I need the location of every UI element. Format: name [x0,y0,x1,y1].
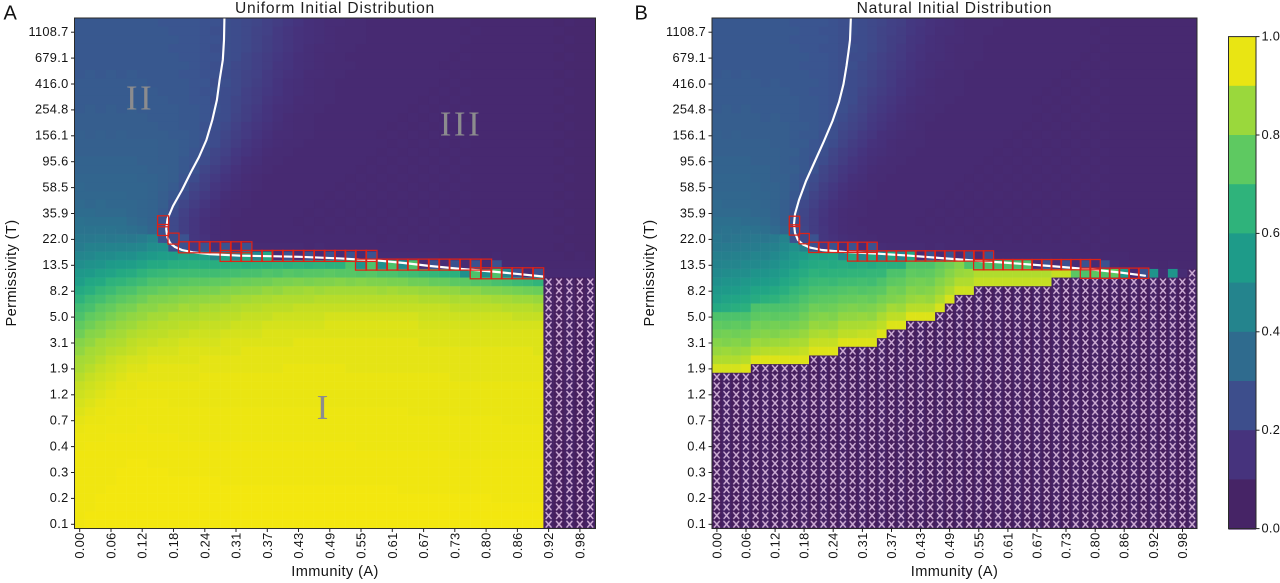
svg-text:0.98: 0.98 [1175,533,1190,559]
svg-text:0.55: 0.55 [971,533,986,559]
svg-text:0.06: 0.06 [739,533,754,559]
svg-text:0.2: 0.2 [1262,422,1280,437]
svg-text:0.43: 0.43 [291,533,306,559]
svg-text:I: I [317,388,329,427]
svg-text:0.61: 0.61 [1000,533,1015,559]
svg-text:0.3: 0.3 [687,464,706,479]
svg-text:0.49: 0.49 [322,533,337,559]
svg-text:0.7: 0.7 [50,413,69,428]
svg-text:58.5: 58.5 [680,179,706,194]
svg-text:0.37: 0.37 [260,533,275,559]
svg-text:0.55: 0.55 [354,533,369,559]
svg-text:254.8: 254.8 [672,102,706,117]
svg-text:0.31: 0.31 [229,533,244,559]
svg-text:0.12: 0.12 [135,533,150,559]
svg-text:0.24: 0.24 [826,533,841,559]
svg-text:Natural Initial Distribution: Natural Initial Distribution [857,0,1053,17]
svg-text:22.0: 22.0 [42,231,68,246]
svg-text:3.1: 3.1 [50,335,69,350]
svg-text:0.6: 0.6 [1262,225,1280,240]
svg-text:0.0: 0.0 [1262,520,1280,535]
svg-text:95.6: 95.6 [42,154,68,169]
svg-text:0.92: 0.92 [1146,533,1161,559]
svg-text:0.00: 0.00 [72,533,87,559]
svg-text:1108.7: 1108.7 [29,24,69,39]
svg-text:0.1: 0.1 [687,516,706,531]
svg-text:0.73: 0.73 [447,533,462,559]
svg-text:0.1: 0.1 [50,516,69,531]
svg-text:0.4: 0.4 [1262,324,1280,339]
svg-text:1.9: 1.9 [687,361,706,376]
svg-text:156.1: 156.1 [672,128,706,143]
svg-text:Permissivity (T): Permissivity (T) [4,220,20,327]
svg-text:0.80: 0.80 [479,533,494,559]
svg-text:416.0: 416.0 [672,76,706,91]
svg-text:1108.7: 1108.7 [666,24,706,39]
svg-text:95.6: 95.6 [680,154,706,169]
svg-text:0.31: 0.31 [855,533,870,559]
svg-text:A: A [4,3,18,25]
svg-text:II: II [126,79,154,118]
svg-text:Uniform Initial Distribution: Uniform Initial Distribution [235,0,435,17]
svg-text:416.0: 416.0 [35,76,69,91]
svg-text:1.2: 1.2 [50,387,69,402]
svg-text:0.98: 0.98 [572,533,587,559]
svg-text:8.2: 8.2 [687,283,706,298]
svg-text:0.67: 0.67 [1030,533,1045,559]
svg-text:0.18: 0.18 [166,533,181,559]
svg-text:254.8: 254.8 [35,102,69,117]
svg-text:Immunity (A): Immunity (A) [291,564,379,580]
svg-text:0.7: 0.7 [687,413,706,428]
svg-text:0.8: 0.8 [1262,127,1280,142]
svg-text:0.43: 0.43 [913,533,928,559]
svg-text:Permissivity (T): Permissivity (T) [642,220,658,327]
svg-text:1.0: 1.0 [1262,28,1280,43]
svg-text:0.4: 0.4 [687,438,706,453]
svg-text:III: III [440,105,482,144]
svg-text:13.5: 13.5 [42,257,68,272]
svg-text:0.61: 0.61 [385,533,400,559]
svg-text:3.1: 3.1 [687,335,706,350]
svg-text:0.3: 0.3 [50,464,69,479]
svg-text:35.9: 35.9 [680,205,706,220]
svg-text:0.12: 0.12 [768,533,783,559]
svg-text:0.73: 0.73 [1059,533,1074,559]
svg-text:58.5: 58.5 [42,179,68,194]
svg-text:0.4: 0.4 [50,438,69,453]
svg-text:22.0: 22.0 [680,231,706,246]
svg-text:0.67: 0.67 [416,533,431,559]
svg-text:35.9: 35.9 [42,205,68,220]
svg-text:13.5: 13.5 [680,257,706,272]
svg-text:0.2: 0.2 [50,490,69,505]
svg-text:0.80: 0.80 [1088,533,1103,559]
svg-text:679.1: 679.1 [35,50,69,65]
svg-text:0.37: 0.37 [884,533,899,559]
svg-text:679.1: 679.1 [672,50,706,65]
svg-text:1.2: 1.2 [687,387,706,402]
svg-text:5.0: 5.0 [687,309,706,324]
svg-text:0.86: 0.86 [510,533,525,559]
svg-text:0.2: 0.2 [687,490,706,505]
svg-text:0.18: 0.18 [797,533,812,559]
svg-text:B: B [635,3,648,25]
svg-text:0.92: 0.92 [541,533,556,559]
svg-text:0.86: 0.86 [1117,533,1132,559]
svg-text:Immunity (A): Immunity (A) [911,564,999,580]
svg-text:1.9: 1.9 [50,361,69,376]
svg-text:5.0: 5.0 [50,309,69,324]
svg-text:0.00: 0.00 [709,533,724,559]
svg-text:8.2: 8.2 [50,283,69,298]
svg-text:0.49: 0.49 [942,533,957,559]
svg-text:0.06: 0.06 [104,533,119,559]
svg-text:156.1: 156.1 [35,128,69,143]
svg-text:0.24: 0.24 [197,533,212,559]
